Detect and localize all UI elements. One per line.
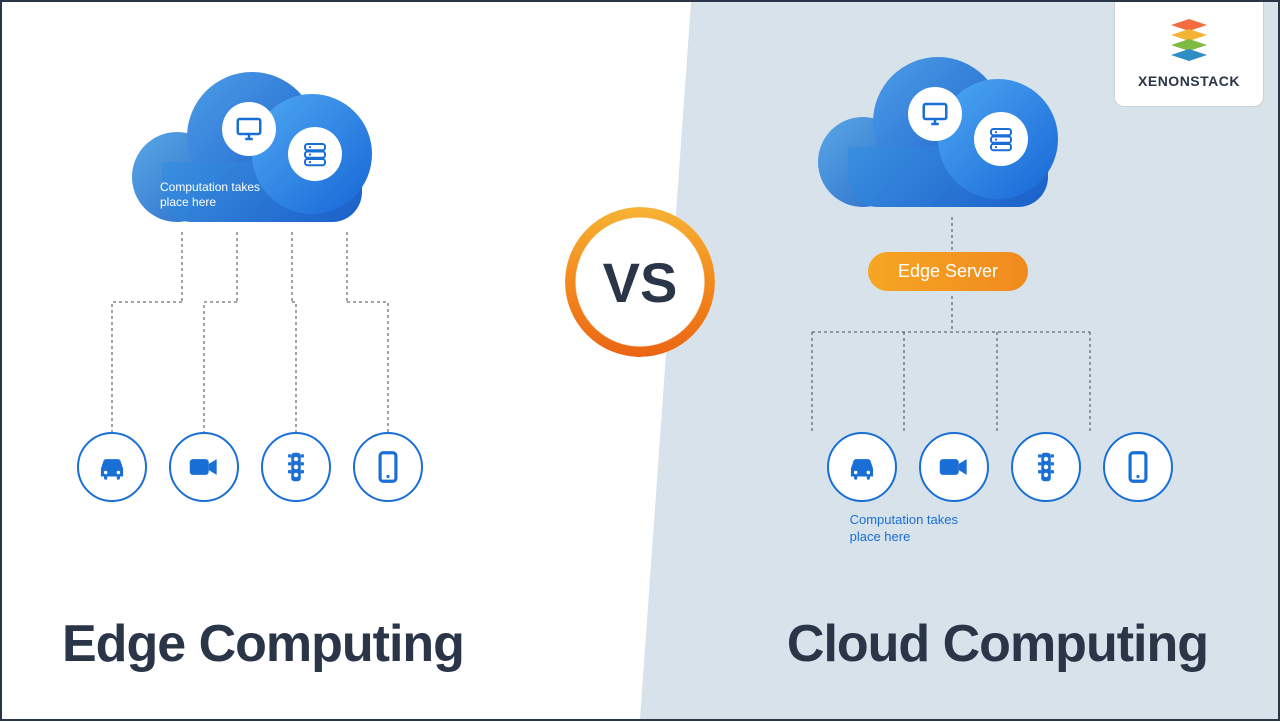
monitor-icon	[222, 102, 276, 156]
cloud-computing-cloud	[818, 57, 1078, 217]
brand-logo-icon	[1167, 19, 1211, 67]
edge-title: Edge Computing	[62, 614, 464, 674]
phone-icon	[353, 432, 423, 502]
vs-label: VS	[603, 250, 678, 315]
server-icon	[288, 127, 342, 181]
traffic-light-icon	[261, 432, 331, 502]
camera-icon	[919, 432, 989, 502]
edge-device-row	[77, 432, 423, 502]
cloud-device-row	[827, 432, 1173, 502]
traffic-light-icon	[1011, 432, 1081, 502]
edge-cloud: Computation takesplace here	[132, 72, 392, 232]
cloud-title: Cloud Computing	[787, 614, 1208, 674]
cloud-device-caption: Computation takesplace here	[850, 512, 958, 546]
car-icon	[77, 432, 147, 502]
brand-name: XENONSTACK	[1138, 73, 1240, 89]
vs-badge: VS	[565, 207, 715, 357]
car-icon	[827, 432, 897, 502]
server-icon	[974, 112, 1028, 166]
edge-server-badge: Edge Server	[868, 252, 1028, 291]
camera-icon	[169, 432, 239, 502]
brand-badge: XENONSTACK	[1114, 2, 1264, 107]
phone-icon	[1103, 432, 1173, 502]
monitor-icon	[908, 87, 962, 141]
edge-cloud-caption: Computation takesplace here	[160, 180, 260, 210]
